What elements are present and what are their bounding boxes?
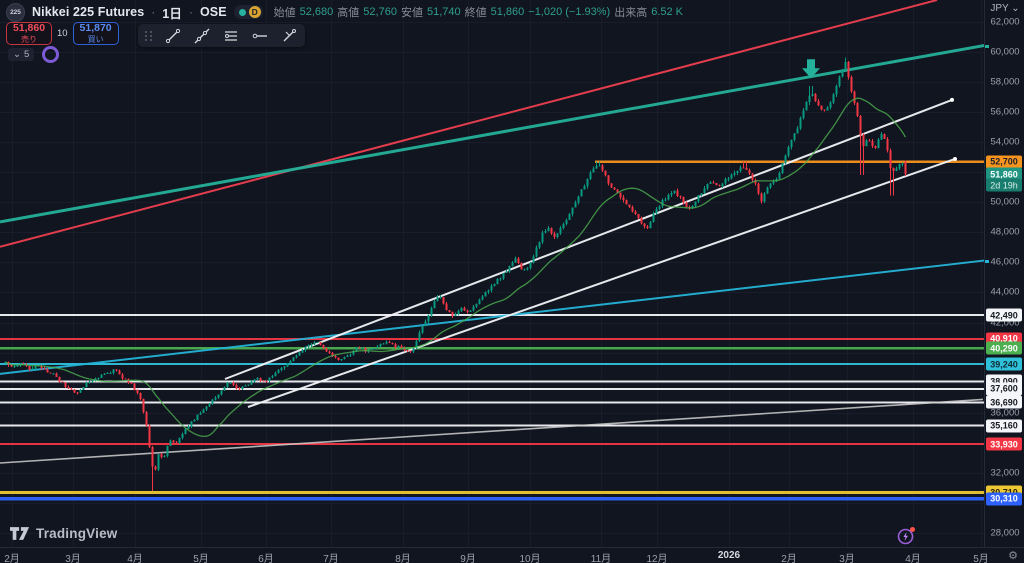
price-tick: 44,000 bbox=[990, 286, 1020, 298]
cross-line-tool-icon[interactable] bbox=[280, 27, 298, 45]
price-level-label[interactable]: 39,240 bbox=[986, 357, 1022, 371]
bar-countdown-label: 2d 19h bbox=[986, 178, 1022, 192]
separator: · bbox=[151, 5, 156, 19]
price-level-label[interactable]: 40,290 bbox=[986, 341, 1022, 355]
chart-header: 225 Nikkei 225 Futures · 1日 · OSE D 始値 52… bbox=[6, 2, 683, 22]
close-value: 51,860 bbox=[490, 6, 525, 18]
time-tick[interactable]: 2月 bbox=[4, 554, 20, 563]
low-label: 安値 bbox=[400, 7, 423, 19]
data-connection-flash-icon[interactable] bbox=[897, 527, 915, 545]
tradingview-logo-text: TradingView bbox=[36, 526, 118, 541]
trend-line-tool-icon[interactable] bbox=[164, 27, 182, 45]
chevron-down-icon: ⌄ bbox=[13, 49, 21, 60]
price-tick: 56,000 bbox=[990, 106, 1020, 118]
high-value: 52,760 bbox=[363, 6, 397, 18]
time-tick[interactable]: 5月 bbox=[193, 554, 209, 563]
buy-price: 51,870 bbox=[79, 22, 112, 35]
open-label: 始値 bbox=[273, 7, 296, 19]
extended-line-tool-icon[interactable] bbox=[193, 27, 211, 45]
notification-dot bbox=[910, 527, 915, 532]
market-open-dot-icon bbox=[238, 8, 246, 16]
price-tick: 36,000 bbox=[990, 407, 1020, 419]
parallel-lines-tool-icon[interactable] bbox=[222, 27, 240, 45]
price-level-label[interactable]: 35,160 bbox=[986, 419, 1022, 432]
separator: · bbox=[188, 5, 193, 19]
time-tick[interactable]: 6月 bbox=[258, 554, 274, 563]
drawing-toolbar bbox=[138, 24, 305, 47]
price-tick: 58,000 bbox=[990, 76, 1020, 88]
time-tick[interactable]: 9月 bbox=[460, 554, 476, 563]
loader-ring-icon[interactable] bbox=[42, 46, 60, 63]
price-tick: 32,000 bbox=[990, 467, 1020, 479]
price-tick: 48,000 bbox=[990, 226, 1020, 238]
volume-label: 出来高 bbox=[614, 7, 648, 19]
price-level-label[interactable]: 37,600 bbox=[986, 382, 1022, 396]
time-axis[interactable]: ⚙ 2月 3月 4月 5月 6月 7月 8月 9月 10月 11月 12月 2026 2月 3月 4月 5月 bbox=[0, 547, 1024, 563]
tradingview-logo[interactable]: TradingView bbox=[10, 526, 117, 541]
price-tick: 62,000 bbox=[990, 16, 1020, 28]
time-tick[interactable]: 4月 bbox=[127, 554, 143, 563]
time-tick[interactable]: 2月 bbox=[781, 554, 797, 563]
time-axis-gear-icon[interactable]: ⚙ bbox=[1008, 550, 1018, 562]
spread-value: 10 bbox=[57, 28, 68, 39]
price-level-label[interactable]: 42,490 bbox=[986, 308, 1022, 322]
trade-panel: 51,860 売り 10 51,870 買い bbox=[6, 22, 119, 45]
chevron-down-icon: ⌄ bbox=[1011, 3, 1020, 14]
trendline-axis-mark bbox=[985, 260, 989, 263]
buy-button[interactable]: 51,870 買い bbox=[72, 22, 119, 45]
price-level-label[interactable]: 30,310 bbox=[986, 492, 1022, 505]
tradingview-logo-icon bbox=[10, 526, 30, 540]
time-tick[interactable]: 11月 bbox=[590, 554, 612, 563]
sell-label: 売り bbox=[21, 34, 37, 44]
high-label: 高値 bbox=[337, 7, 360, 19]
price-level-label[interactable]: 52,700 bbox=[986, 155, 1022, 168]
time-tick[interactable]: 3月 bbox=[839, 554, 855, 563]
time-tick-year[interactable]: 2026 bbox=[717, 550, 741, 561]
timeframe-d-badge: D bbox=[248, 6, 261, 18]
current-price-label[interactable]: 51,860 bbox=[986, 167, 1022, 181]
time-tick[interactable]: 12月 bbox=[646, 554, 668, 563]
market-status-pill[interactable]: D bbox=[233, 5, 263, 19]
price-tick: 50,000 bbox=[990, 196, 1020, 208]
price-level-label[interactable]: 36,690 bbox=[986, 395, 1022, 409]
price-tick: 28,000 bbox=[990, 527, 1020, 539]
close-label: 終値 bbox=[464, 7, 487, 19]
trendline-axis-mark bbox=[985, 45, 989, 48]
price-axis[interactable]: JPY ⌄ 62,000 60,000 58,000 56,000 54,000 50,0… bbox=[984, 0, 1024, 547]
exchange-label: OSE bbox=[199, 5, 227, 19]
time-tick[interactable]: 7月 bbox=[323, 554, 339, 563]
change-value: −1,020 (−1.93%) bbox=[528, 6, 611, 18]
time-tick[interactable]: 8月 bbox=[395, 554, 411, 563]
interval-selector[interactable]: 1日 bbox=[162, 6, 182, 21]
horizontal-ray-tool-icon[interactable] bbox=[251, 27, 269, 45]
time-tick[interactable]: 5月 bbox=[973, 554, 989, 563]
time-tick[interactable]: 10月 bbox=[519, 554, 541, 563]
low-value: 51,740 bbox=[426, 6, 461, 18]
currency-selector[interactable]: JPY ⌄ bbox=[985, 3, 1024, 14]
time-tick[interactable]: 4月 bbox=[905, 554, 921, 563]
drag-handle-icon[interactable] bbox=[145, 30, 153, 41]
price-level-label[interactable]: 33,930 bbox=[986, 437, 1022, 451]
price-tick: 60,000 bbox=[990, 46, 1020, 58]
sell-price: 51,860 bbox=[12, 22, 46, 35]
time-tick[interactable]: 3月 bbox=[65, 554, 81, 563]
qty-value: 5 bbox=[23, 49, 30, 60]
price-tick: 54,000 bbox=[990, 136, 1020, 148]
ohlc-readout: 始値 52,680 高値 52,760 安値 51,740 終値 51,860 −1,0… bbox=[274, 4, 683, 20]
price-tick: 42,000 bbox=[990, 317, 1020, 329]
open-value: 52,680 bbox=[299, 6, 334, 18]
sell-button[interactable]: 51,860 売り bbox=[6, 22, 52, 45]
buy-label: 買い bbox=[87, 34, 104, 44]
symbol-logo-badge[interactable]: 225 bbox=[6, 2, 25, 22]
currency-label: JPY bbox=[990, 3, 1009, 14]
qty-dropdown[interactable]: ⌄ 5 bbox=[8, 48, 35, 61]
symbol-title[interactable]: Nikkei 225 Futures bbox=[32, 5, 145, 19]
price-tick: 46,000 bbox=[990, 256, 1020, 268]
qty-row: ⌄ 5 bbox=[8, 46, 60, 63]
volume-value: 6.52 K bbox=[651, 6, 684, 18]
